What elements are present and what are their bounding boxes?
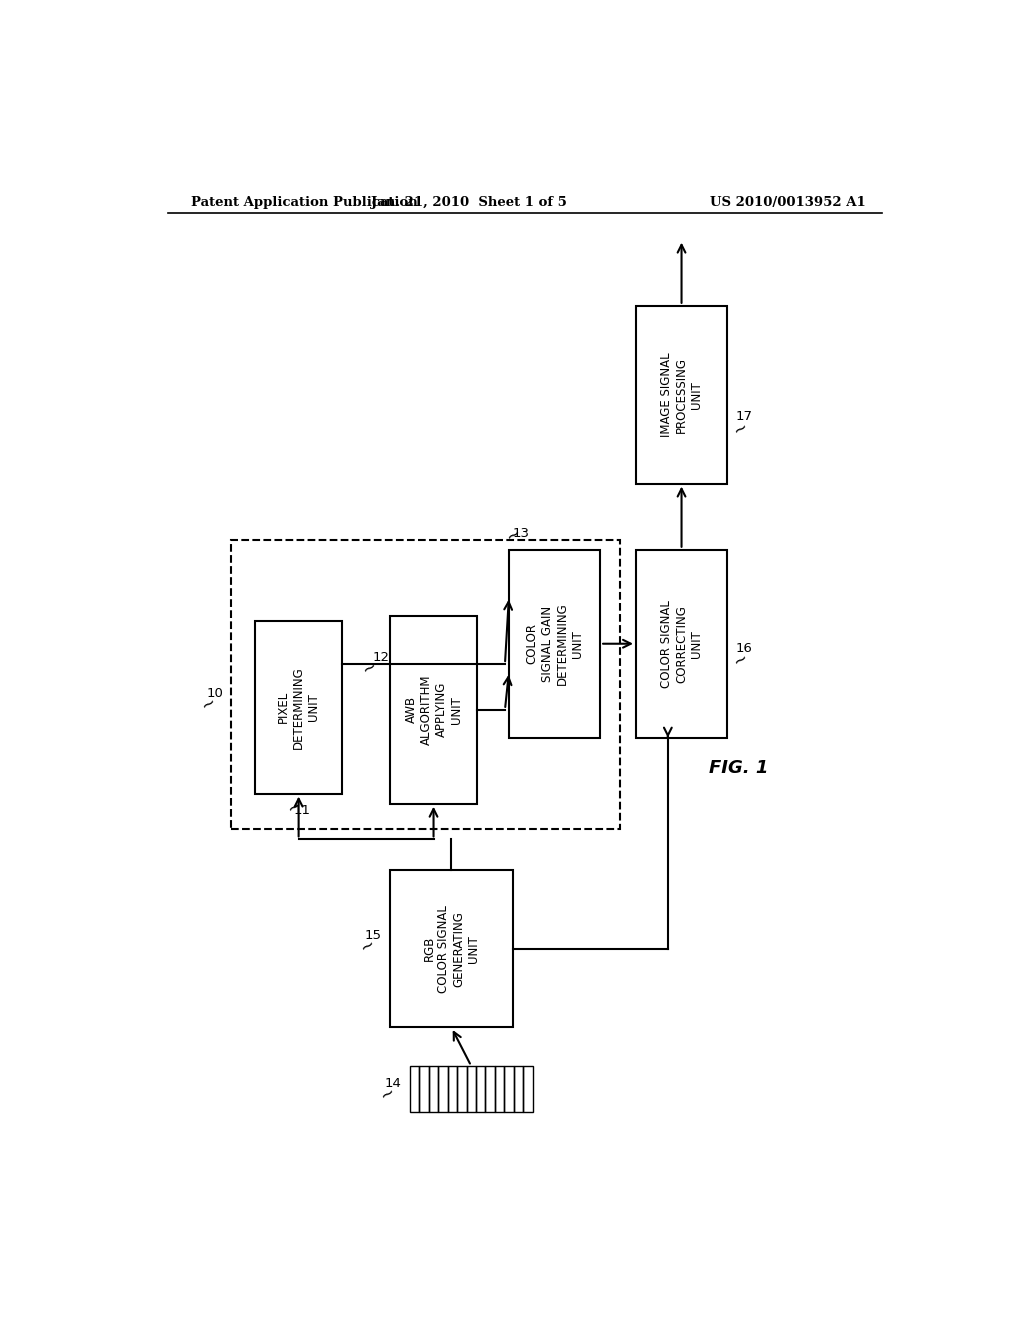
Bar: [457, 1067, 467, 1111]
Text: ~: ~: [729, 417, 752, 440]
Text: Patent Application Publication: Patent Application Publication: [191, 195, 418, 209]
Text: AWB
ALGORITHM
APPLYING
UNIT: AWB ALGORITHM APPLYING UNIT: [404, 675, 463, 744]
Bar: [255, 620, 342, 793]
Text: 16: 16: [735, 642, 752, 655]
Text: ~: ~: [358, 656, 380, 680]
Text: 10: 10: [207, 688, 223, 701]
Bar: [231, 540, 620, 829]
Text: ~: ~: [284, 796, 305, 818]
Bar: [509, 549, 600, 738]
Text: RGB
COLOR SIGNAL
GENERATING
UNIT: RGB COLOR SIGNAL GENERATING UNIT: [422, 904, 480, 993]
Text: Jan. 21, 2010  Sheet 1 of 5: Jan. 21, 2010 Sheet 1 of 5: [372, 195, 567, 209]
Bar: [636, 306, 727, 483]
Text: US 2010/0013952 A1: US 2010/0013952 A1: [711, 195, 866, 209]
Text: COLOR SIGNAL
CORRECTING
UNIT: COLOR SIGNAL CORRECTING UNIT: [660, 599, 703, 688]
Text: PIXEL
DETERMINING
UNIT: PIXEL DETERMINING UNIT: [278, 665, 321, 748]
Text: 12: 12: [373, 651, 390, 664]
Text: 14: 14: [385, 1077, 401, 1090]
Bar: [447, 1067, 457, 1111]
Text: ~: ~: [503, 524, 524, 546]
Bar: [390, 615, 477, 804]
Bar: [410, 1067, 419, 1111]
Bar: [476, 1067, 485, 1111]
Text: ~: ~: [376, 1082, 397, 1105]
Bar: [495, 1067, 505, 1111]
Bar: [485, 1067, 495, 1111]
Text: COLOR
SIGNAL GAIN
DETERMINING
UNIT: COLOR SIGNAL GAIN DETERMINING UNIT: [525, 602, 584, 685]
Text: 15: 15: [365, 929, 382, 942]
Bar: [438, 1067, 447, 1111]
Bar: [467, 1067, 476, 1111]
Text: ~: ~: [198, 693, 219, 715]
Bar: [523, 1067, 532, 1111]
Text: 11: 11: [294, 804, 311, 817]
Bar: [505, 1067, 514, 1111]
Bar: [419, 1067, 429, 1111]
Bar: [390, 870, 513, 1027]
Bar: [514, 1067, 523, 1111]
Text: FIG. 1: FIG. 1: [710, 759, 769, 777]
Bar: [636, 549, 727, 738]
Bar: [429, 1067, 438, 1111]
Text: ~: ~: [356, 935, 378, 957]
Text: 17: 17: [735, 409, 752, 422]
Text: 13: 13: [513, 527, 529, 540]
Text: ~: ~: [729, 649, 752, 672]
Text: IMAGE SIGNAL
PROCESSING
UNIT: IMAGE SIGNAL PROCESSING UNIT: [660, 352, 703, 437]
